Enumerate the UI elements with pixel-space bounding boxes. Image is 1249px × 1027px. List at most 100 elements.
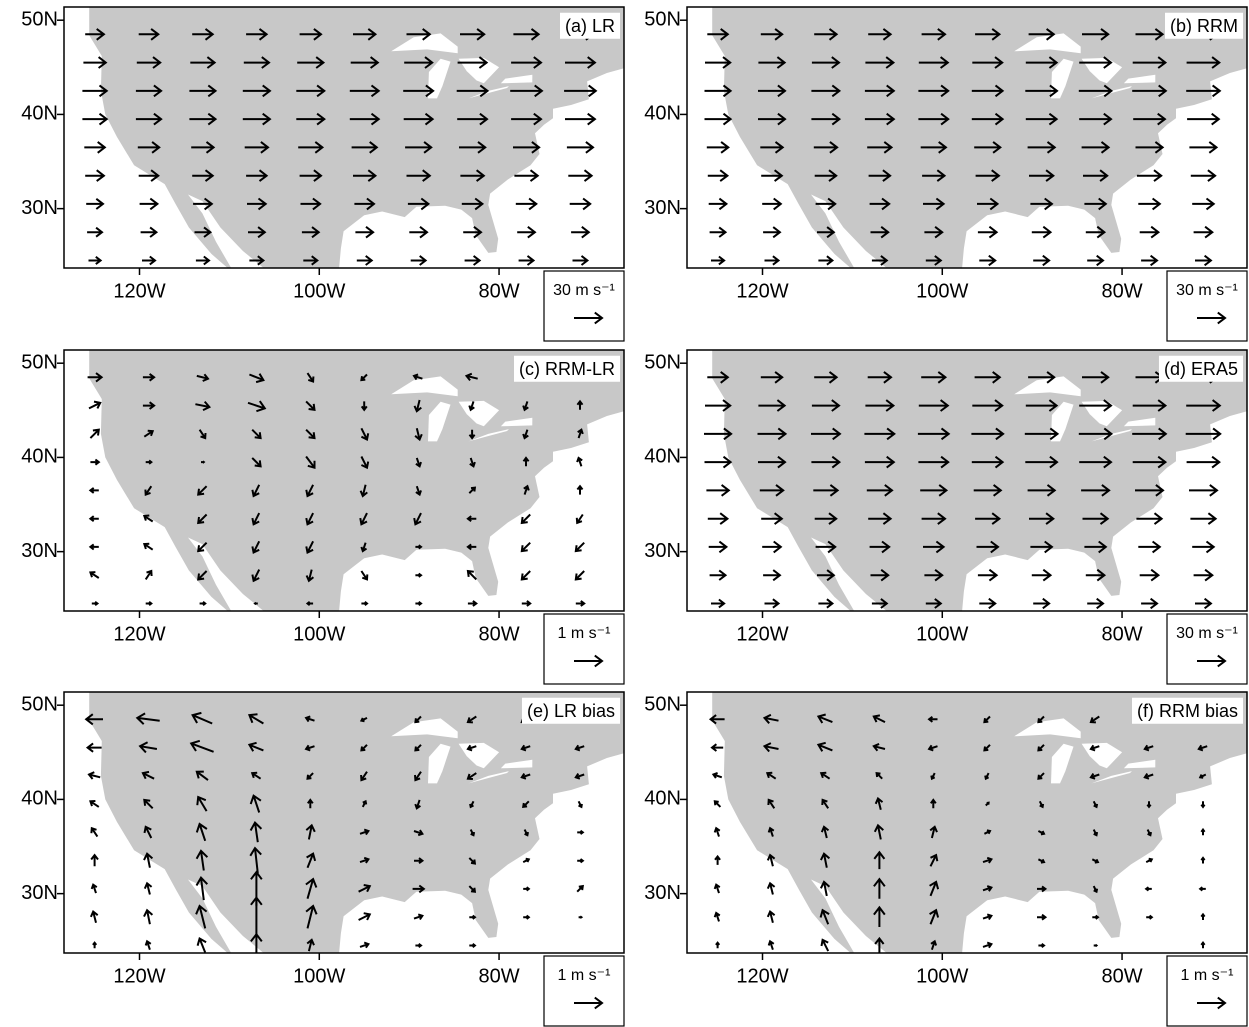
wind-vector [865,56,896,69]
wind-vector [1082,371,1110,384]
wind-vector [87,771,101,780]
wind-vector [814,371,839,384]
wind-vector [972,399,1004,412]
wind-vector [523,886,531,892]
wind-vector [758,56,787,69]
wind-vector [88,256,103,265]
wind-vector [873,850,886,870]
wind-vector [520,570,531,581]
wind-vector [704,84,733,98]
panel-frame [63,349,625,612]
wind-vector [135,112,163,126]
wind-vector [565,112,597,126]
wind-vector [407,197,431,211]
y-tick-label: 50N [21,351,58,373]
wind-vector [927,716,938,723]
reference-box [543,955,625,1027]
wind-vector [143,429,155,438]
wind-vector [572,255,590,266]
reference-box [543,613,625,685]
reference-label: 30 m s⁻¹ [1176,625,1238,642]
wind-vector [816,713,833,724]
wind-vector [707,28,730,41]
wind-vector [522,857,531,863]
wind-vector [251,484,261,498]
wind-vector [197,570,208,581]
wind-vector [758,399,787,412]
wind-vector [819,908,830,925]
x-tick-label: 100W [293,280,345,302]
wind-vector [758,84,787,98]
wind-vector [457,112,489,126]
lake [391,718,458,739]
wind-vector [355,226,375,239]
wind-vector [983,829,992,835]
wind-vector [1089,773,1100,780]
wind-vector [305,540,314,554]
wind-vector [868,28,893,41]
wind-vector [303,255,319,266]
wind-vector [707,512,730,525]
wind-vector [870,226,890,239]
wind-vector [461,197,485,211]
wind-vector [767,939,775,951]
wind-vector [523,484,530,495]
wind-vector [929,798,937,809]
wind-vector [469,457,476,468]
wind-vector [921,512,947,525]
wind-vector [145,459,153,465]
wind-vector [361,601,369,606]
wind-vector [819,771,831,780]
wind-vector [711,772,723,779]
wind-vector [196,936,207,953]
lake [1123,417,1156,427]
wind-vector [195,904,208,929]
wind-vector [820,880,831,897]
wind-vector [1198,773,1207,779]
wind-vector [359,717,368,723]
wind-vector [924,226,944,239]
wind-vector [757,427,788,441]
lake [458,400,500,427]
x-tick-label: 100W [916,280,968,302]
wind-vector [89,910,99,924]
wind-vector [197,541,208,553]
wind-vector [305,512,314,526]
y-tick-label: 30N [644,540,681,562]
wind-vector [189,112,218,126]
wind-vector [759,484,785,497]
wind-vector [811,427,842,441]
wind-vector [817,226,836,239]
reference-box [1166,613,1248,685]
lake [1014,33,1081,54]
wind-vector [705,399,732,412]
x-tick-label: 100W [293,623,345,645]
panel-title: (a) LR [565,16,615,36]
wind-vector [469,914,477,920]
title-background [1131,697,1243,724]
wind-vector [1190,169,1217,182]
wind-vector [977,225,999,239]
wind-vector [1029,512,1055,525]
wind-vector [361,799,368,808]
wind-vector [1132,455,1168,469]
wind-vector [192,169,215,182]
y-tick-label: 40N [644,446,681,468]
lake [1123,759,1156,769]
wind-vector [574,744,585,752]
wind-vector [813,141,839,154]
wind-vector [85,169,106,182]
wind-vector [814,28,839,41]
wind-vector [300,197,322,211]
wind-vector [1200,912,1206,920]
y-tick-label: 40N [644,103,681,125]
wind-vector [138,28,160,41]
wind-vector [1024,427,1060,441]
wind-vector [520,513,531,525]
y-tick-label: 40N [21,103,58,125]
wind-vector [1146,829,1152,837]
wind-vector [706,484,731,497]
wind-vector [304,715,315,723]
x-tick-label: 100W [293,965,345,987]
